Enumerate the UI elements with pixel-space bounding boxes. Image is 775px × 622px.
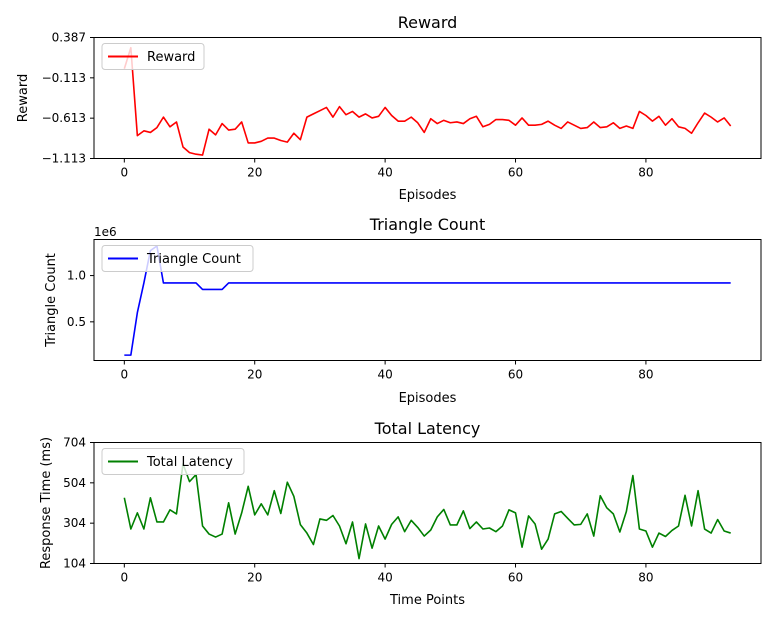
reward-x-tick-label: 60: [508, 166, 523, 180]
triangle-count-legend-box: [101, 245, 254, 272]
total-latency-legend: Total Latency: [101, 448, 245, 475]
total-latency-x-tick-label: 60: [508, 571, 523, 585]
triangle-count-x-axis-label: Episodes: [399, 391, 457, 406]
triangle-count-y-tick-label: 1.0: [67, 269, 86, 283]
total-latency-x-ticks: 0 20 40 60 80: [120, 563, 654, 585]
reward-y-axis-label: Reward: [16, 74, 31, 122]
reward-x-axis-label: Episodes: [399, 188, 457, 203]
triangle-count-offset-text: 1e6: [94, 225, 117, 239]
triangle-count-legend: Triangle Count: [101, 245, 254, 272]
triangle-count-y-axis-label: Triangle Count: [44, 253, 59, 348]
reward-y-tick-label: −0.613: [42, 111, 86, 125]
total-latency-y-tick-label: 304: [63, 516, 86, 530]
total-latency-axes-frame: [93, 442, 762, 564]
total-latency-legend-label: Total Latency: [146, 455, 233, 470]
total-latency-y-tick-label: 504: [63, 476, 86, 490]
triangle-count-x-ticks: 0 20 40 60 80: [120, 360, 654, 382]
triangle-count-y-tick-label: 0.5: [67, 315, 86, 329]
total-latency-x-axis-label: Time Points: [389, 593, 465, 608]
triangle-count-axes-frame: [93, 239, 762, 361]
reward-legend-label: Reward: [147, 50, 195, 65]
total-latency-x-tick-label: 80: [638, 571, 653, 585]
triangle-count-series-line: [124, 245, 731, 356]
total-latency-chart-title: Total Latency: [374, 419, 481, 438]
reward-y-tick-label: −0.113: [42, 71, 86, 85]
reward-legend: Reward: [101, 43, 205, 70]
triangle-count-x-tick-label: 20: [247, 368, 262, 382]
total-latency-x-tick-label: 40: [377, 571, 392, 585]
triangle-count-panel: Triangle Count 1e6 0 20 40 60 80 0.5 1.0 Epis…: [44, 215, 762, 406]
triangle-count-legend-label: Triangle Count: [146, 252, 241, 267]
total-latency-y-tick-label: 104: [63, 557, 86, 571]
reward-chart-title: Reward: [398, 13, 458, 32]
triangle-count-chart-title: Triangle Count: [369, 215, 485, 234]
reward-series-line: [123, 46, 732, 156]
triangle-count-x-tick-label: 60: [508, 368, 523, 382]
triangle-count-x-tick-label: 80: [638, 368, 653, 382]
reward-axes-frame: [93, 37, 762, 159]
reward-x-tick-label: 80: [638, 166, 653, 180]
total-latency-y-ticks: 104 304 504 704: [63, 436, 94, 571]
reward-x-ticks: 0 20 40 60 80: [120, 158, 654, 180]
total-latency-series-line: [123, 463, 731, 560]
reward-panel: Reward 0 20 40 60 80 −1.113 −0.613 −0.113 0.387…: [16, 13, 762, 203]
reward-legend-box: [101, 43, 205, 70]
reward-x-tick-label: 40: [377, 166, 392, 180]
total-latency-plot-area: [123, 463, 731, 560]
triangle-count-x-tick-label: 0: [120, 368, 128, 382]
total-latency-y-axis-label: Response Time (ms): [39, 437, 54, 569]
reward-y-tick-label: 0.387: [52, 31, 86, 45]
reward-y-tick-label: −1.113: [42, 152, 86, 166]
reward-x-tick-label: 20: [247, 166, 262, 180]
total-latency-y-tick-label: 704: [63, 436, 86, 450]
total-latency-legend-box: [101, 448, 245, 475]
triangle-count-x-tick-label: 40: [377, 368, 392, 382]
total-latency-x-tick-label: 0: [120, 571, 128, 585]
triangle-count-y-ticks: 0.5 1.0: [67, 269, 94, 329]
total-latency-x-tick-label: 20: [247, 571, 262, 585]
total-latency-panel: Total Latency 0 20 40 60 80 104 304 504 704 Tim…: [39, 419, 762, 608]
reward-plot-area: [123, 46, 732, 156]
triangle-count-plot-area: [124, 245, 731, 356]
reward-y-ticks: −1.113 −0.613 −0.113 0.387: [42, 31, 94, 166]
reward-x-tick-label: 0: [120, 166, 128, 180]
